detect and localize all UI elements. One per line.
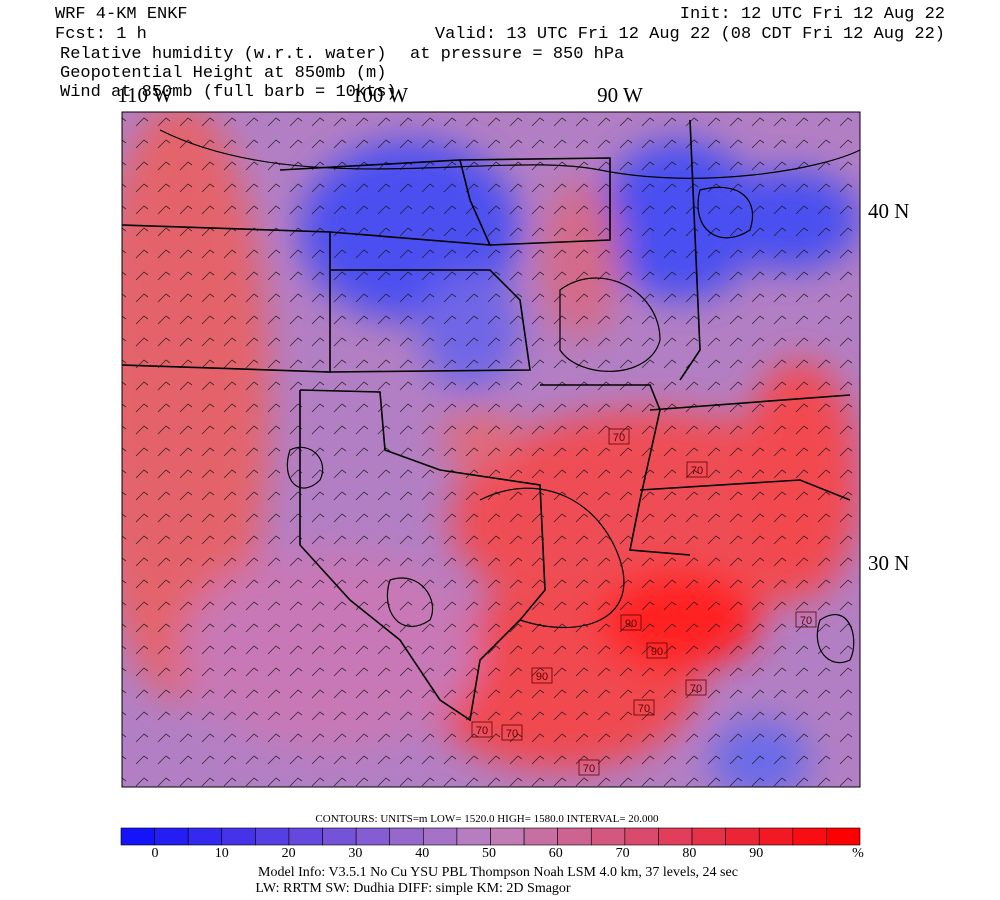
contour-label-box [578, 759, 600, 776]
header-text: Geopotential Height at 850mb (m) [60, 64, 386, 83]
model-info: LW: RRTM SW: Dudhia DIFF: simple KM: 2D … [255, 881, 571, 896]
contour-label: 70 [613, 432, 625, 444]
colorbar-cell [658, 827, 693, 846]
colorbar-label: 0 [152, 846, 159, 861]
contour-label: 70 [690, 683, 702, 695]
colorbar-cell [557, 827, 592, 846]
contour-label: 70 [691, 465, 703, 477]
colorbar-label: 70 [616, 846, 630, 861]
colorbar-cell [826, 827, 861, 846]
contour-label: 70 [800, 615, 812, 627]
colorbar-cell [423, 827, 458, 846]
header-text: Fcst: 1 h [55, 25, 147, 44]
contour-label-box [531, 667, 553, 684]
colorbar [120, 827, 861, 846]
map-field [122, 112, 860, 787]
header-text: at pressure = 850 hPa [410, 45, 624, 64]
contour-label-box [471, 721, 493, 738]
header-text: Wind at 850mb (full barb = 10kts) [60, 83, 397, 102]
colorbar-label: 20 [282, 846, 296, 861]
latitude-label: 30 N [868, 551, 909, 575]
colorbar-label: 60 [549, 846, 563, 861]
colorbar-cell [120, 827, 155, 846]
colorbar-cell [355, 827, 391, 846]
colorbar-label: 30 [348, 846, 362, 861]
colorbar-cell [792, 827, 827, 846]
header-text: WRF 4-KM ENKF [55, 5, 188, 24]
colorbar-cell [288, 827, 323, 846]
colorbar-cell [456, 827, 491, 846]
colorbar-cell [322, 827, 357, 846]
header-text: Valid: 13 UTC Fri 12 Aug 22 (08 CDT Fri … [435, 25, 945, 44]
header-text: Init: 12 UTC Fri 12 Aug 22 [680, 5, 945, 24]
contour-label-box [685, 679, 707, 696]
colorbar-cell [490, 827, 525, 846]
colorbar-label: 80 [682, 846, 696, 861]
colorbar-label: 50 [482, 846, 496, 861]
colorbar-cell [590, 827, 626, 846]
contour-label-box [646, 642, 668, 659]
contour-label: 90 [651, 646, 663, 658]
map-frame [121, 111, 861, 788]
contour-label: 70 [476, 725, 488, 737]
colorbar-label: % [852, 846, 864, 861]
colorbar-label: 40 [415, 846, 429, 861]
contour-label: 90 [536, 671, 548, 683]
colorbar-cell [523, 827, 558, 846]
longitude-label: 90 W [597, 83, 643, 107]
colorbar-cell [624, 827, 659, 846]
contour-label-box [501, 724, 523, 741]
colorbar-cell [187, 827, 223, 846]
longitude-label: 110 W [117, 83, 173, 107]
colorbar-cell [758, 827, 794, 846]
contour-label: 90 [625, 618, 637, 630]
contour-label-box [686, 461, 708, 478]
contour-label-box [633, 699, 655, 716]
contour-label: 70 [506, 728, 518, 740]
header-text: Relative humidity (w.r.t. water) [60, 45, 386, 64]
colorbar-label: 10 [215, 846, 229, 861]
contour-label: 70 [583, 763, 595, 775]
colorbar-cell [221, 827, 256, 846]
colorbar-cell [725, 827, 760, 846]
latitude-label: 40 N [868, 199, 909, 223]
contours-info: CONTOURS: UNITS=m LOW= 1520.0 HIGH= 1580… [315, 813, 659, 825]
contour-label-box [608, 428, 630, 445]
longitude-label: 100 W [352, 83, 408, 107]
colorbar-cell [691, 827, 726, 846]
contour-label: 70 [638, 703, 650, 715]
colorbar-cell [389, 827, 424, 846]
model-info: Model Info: V3.5.1 No Cu YSU PBL Thompso… [258, 865, 738, 880]
colorbar-cell [255, 827, 290, 846]
contour-label-box [795, 611, 817, 628]
contour-label-box [620, 614, 642, 631]
colorbar-label: 90 [749, 846, 763, 861]
colorbar-cell [154, 827, 189, 846]
